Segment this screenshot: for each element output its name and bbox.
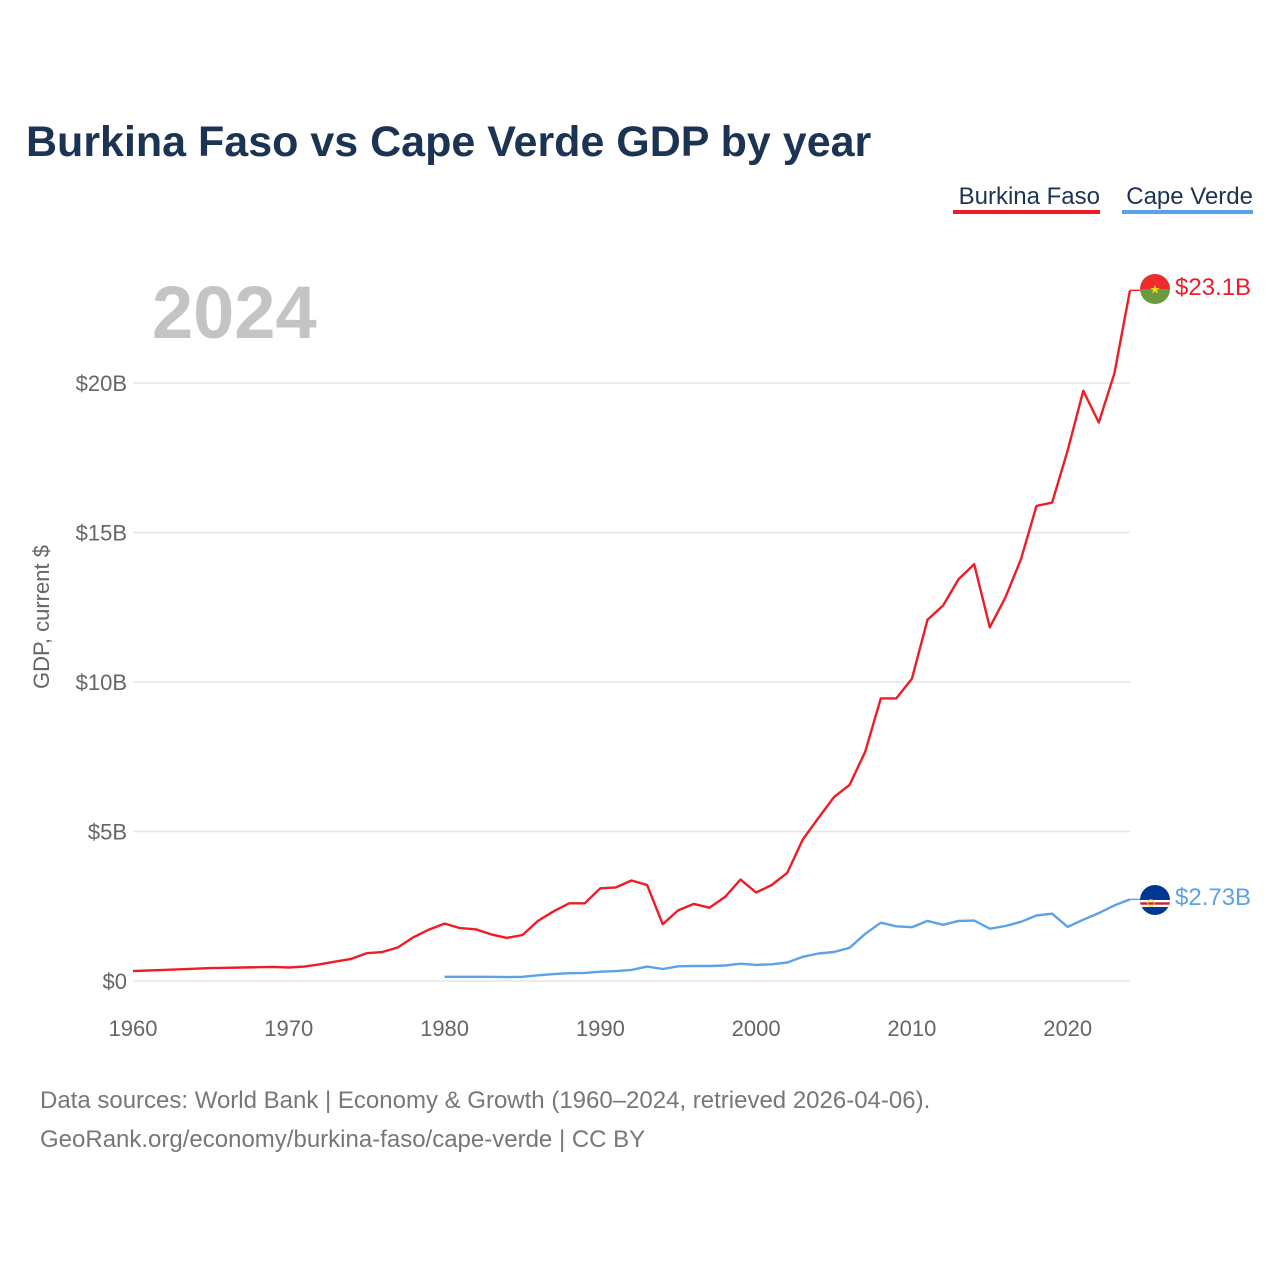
end-value-burkina-faso: $23.1B (1175, 274, 1251, 301)
legend-label-burkina-faso: Burkina Faso (959, 183, 1100, 210)
y-tick-label: $20B (76, 371, 127, 396)
burkina-faso-flag-icon (1140, 274, 1170, 304)
series-lines (132, 289, 1140, 979)
y-axis-ticks: $0 $5B $10B $15B $20B (76, 371, 127, 994)
source-line-1: Data sources: World Bank | Economy & Gro… (40, 1087, 930, 1114)
y-tick-label: $10B (76, 670, 127, 695)
cape-verde-flag-icon (1140, 885, 1170, 915)
y-axis-label: GDP, current $ (29, 545, 54, 689)
y-tick-label: $0 (103, 969, 127, 994)
x-tick-label: 2020 (1043, 1016, 1092, 1041)
source-line-2: GeoRank.org/economy/burkina-faso/cape-ve… (40, 1126, 645, 1153)
x-tick-label: 2010 (887, 1016, 936, 1041)
x-tick-label: 1990 (576, 1016, 625, 1041)
x-tick-label: 1960 (109, 1016, 158, 1041)
x-tick-label: 1980 (420, 1016, 469, 1041)
series-line-burkina-faso (132, 290, 1132, 973)
current-year-label: 2024 (152, 271, 317, 354)
chart-title: Burkina Faso vs Cape Verde GDP by year (26, 118, 872, 166)
legend-swatch-cape-verde (1122, 210, 1253, 214)
legend-item-burkina-faso[interactable]: Burkina Faso (953, 183, 1100, 214)
x-tick-label: 1970 (264, 1016, 313, 1041)
end-value-cape-verde: $2.73B (1175, 884, 1251, 911)
y-tick-label: $15B (76, 521, 127, 546)
gridlines (133, 382, 1130, 982)
series-line-cape-verde (444, 898, 1131, 979)
legend-swatch-burkina-faso (953, 210, 1100, 214)
legend-item-cape-verde[interactable]: Cape Verde (1122, 183, 1253, 214)
x-axis-ticks: 1960 1970 1980 1990 2000 2010 2020 (109, 1016, 1093, 1041)
y-tick-label: $5B (88, 820, 127, 845)
legend: Burkina Faso Cape Verde (953, 183, 1253, 214)
x-tick-label: 2000 (732, 1016, 781, 1041)
legend-label-cape-verde: Cape Verde (1126, 183, 1253, 210)
